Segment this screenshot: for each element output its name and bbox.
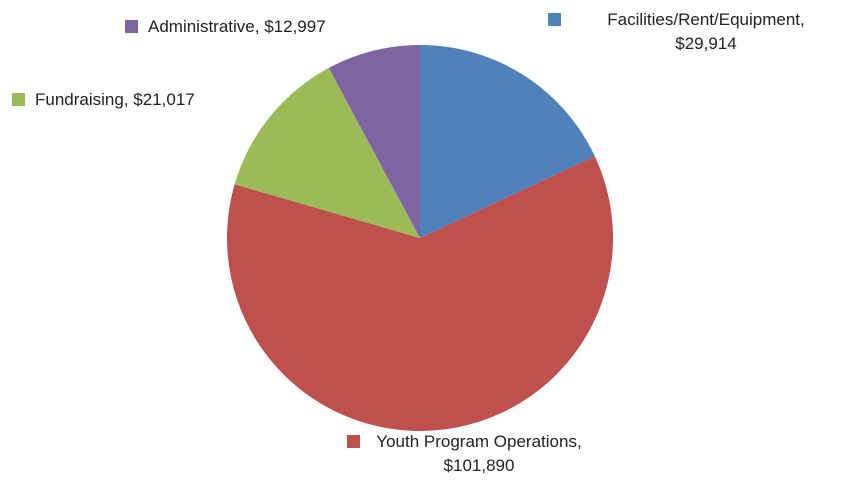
pie-slice	[420, 45, 595, 238]
label-swatch	[125, 20, 138, 33]
label-swatch	[12, 93, 25, 106]
pie-slice	[234, 67, 420, 238]
data-label: Facilities/Rent/Equipment, $29,914	[548, 8, 837, 56]
label-swatch	[347, 435, 360, 448]
label-swatch	[548, 13, 561, 26]
data-label: Administrative, $12,997	[125, 15, 326, 39]
pie-slice	[227, 156, 613, 431]
label-text: Facilities/Rent/Equipment, $29,914	[607, 10, 805, 53]
pie-slice	[328, 45, 420, 238]
label-text: Youth Program Operations, $101,890	[376, 432, 582, 475]
data-label: Fundraising, $21,017	[12, 88, 195, 112]
label-text: Fundraising, $21,017	[35, 90, 195, 109]
label-text: Administrative, $12,997	[148, 17, 326, 36]
data-label: Youth Program Operations, $101,890	[347, 430, 584, 478]
